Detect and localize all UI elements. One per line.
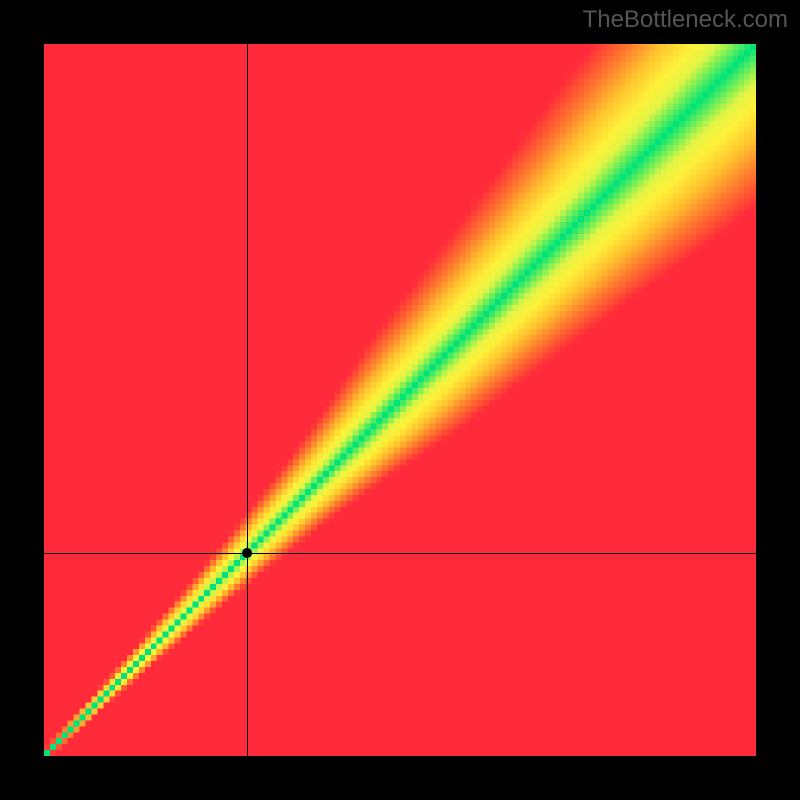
- watermark-text: TheBottleneck.com: [583, 6, 788, 34]
- chart-container: TheBottleneck.com: [0, 0, 800, 800]
- plot-area: [44, 44, 756, 756]
- crosshair-vertical: [247, 44, 248, 756]
- crosshair-horizontal: [44, 553, 756, 554]
- heatmap-canvas: [44, 44, 756, 756]
- data-point-marker: [242, 548, 252, 558]
